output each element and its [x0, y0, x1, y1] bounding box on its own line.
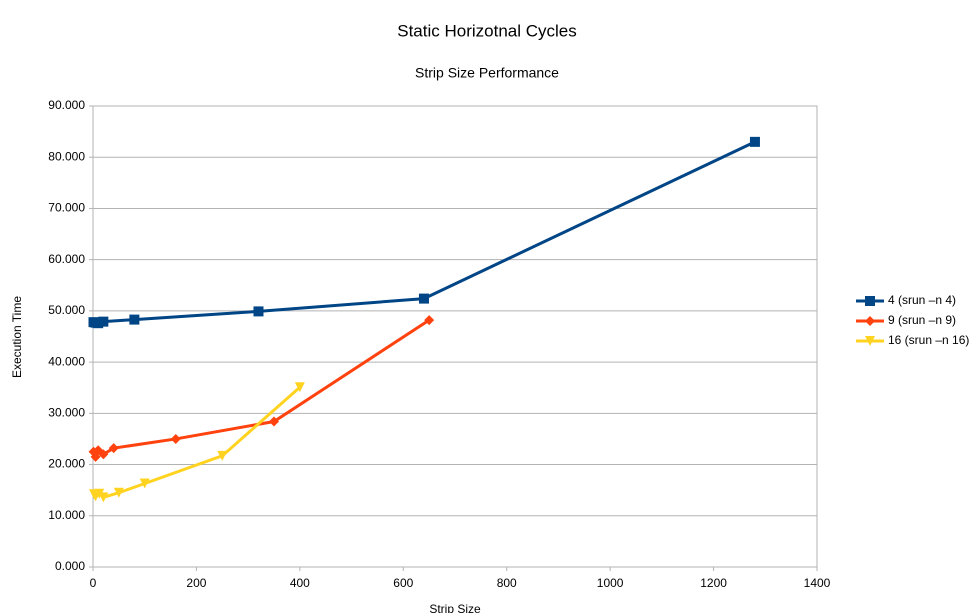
x-tick-label: 600 [393, 576, 413, 590]
y-tick-label: 70.000 [48, 201, 85, 215]
data-point [170, 433, 181, 444]
legend-marker [865, 336, 875, 346]
data-point [113, 487, 124, 498]
data-point [294, 382, 305, 393]
x-tick-label: 0 [90, 576, 97, 590]
series-line [92, 386, 301, 500]
y-tick-label: 60.000 [48, 252, 85, 266]
y-tick-label: 50.000 [48, 303, 85, 317]
x-tick-label: 1400 [804, 576, 831, 590]
legend-marker [865, 316, 875, 326]
x-tick-label: 800 [497, 576, 517, 590]
legend-label: 4 (srun –n 4) [888, 293, 956, 307]
data-point [108, 443, 119, 454]
data-point [139, 478, 150, 489]
y-tick-label: 20.000 [48, 457, 85, 471]
x-tick-label: 400 [290, 576, 310, 590]
chart-subtitle: Strip Size Performance [415, 65, 559, 81]
y-tick-label: 0.000 [55, 559, 85, 573]
data-point [749, 136, 760, 147]
data-point [253, 306, 264, 317]
plot-frame [92, 105, 818, 568]
y-tick-label: 80.000 [48, 149, 85, 163]
legend-label: 16 (srun –n 16) [888, 333, 969, 347]
y-tick-label: 30.000 [48, 406, 85, 420]
legend-label: 9 (srun –n 9) [888, 313, 956, 327]
y-tick-label: 90.000 [48, 98, 85, 112]
x-axis-label: Strip Size [429, 602, 481, 613]
data-point [424, 315, 435, 326]
series-line [92, 318, 430, 461]
y-tick-label: 40.000 [48, 354, 85, 368]
data-point [98, 492, 109, 503]
data-point [98, 316, 109, 327]
x-tick-label: 1000 [597, 576, 624, 590]
legend-marker [865, 296, 875, 306]
data-point [93, 318, 104, 329]
x-tick-label: 200 [186, 576, 206, 590]
data-point [98, 449, 109, 460]
data-point [418, 293, 429, 304]
data-point [269, 416, 279, 427]
y-axis-label: Execution Time [10, 296, 24, 378]
data-point [129, 314, 140, 325]
data-point [217, 450, 228, 461]
chart-title: Static Horizotnal Cycles [397, 21, 577, 40]
x-tick-label: 1200 [700, 576, 727, 590]
y-tick-label: 10.000 [48, 508, 85, 522]
